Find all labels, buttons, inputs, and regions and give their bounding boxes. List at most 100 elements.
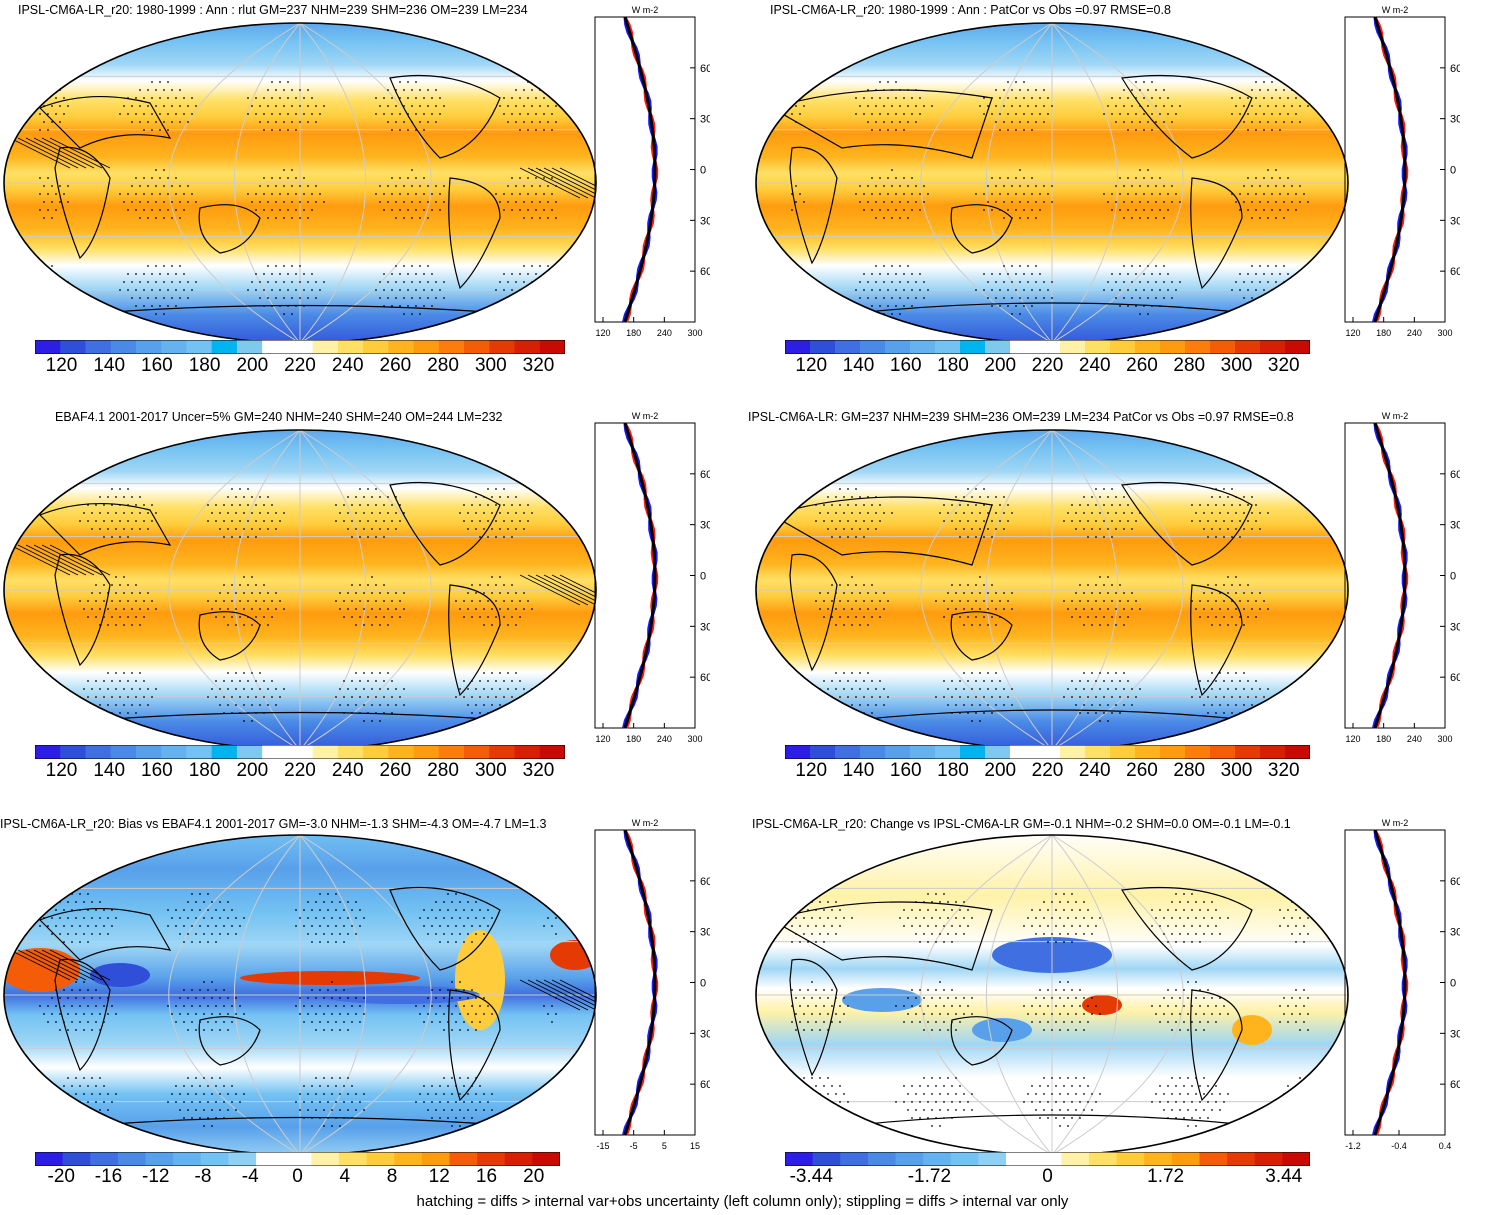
colorbar-swatch (514, 745, 541, 759)
profile-x-label: -15 (596, 1141, 609, 1151)
colorbar-4 (785, 745, 1310, 759)
profile-lat-label: 60N (1450, 876, 1460, 888)
colorbar-swatch (145, 1152, 174, 1166)
colorbar-tick-label: 320 (522, 355, 555, 376)
profile-curve (1373, 829, 1407, 1136)
map-panel-4 (755, 429, 1349, 751)
profile-x-label: 120 (595, 734, 610, 744)
colorbar-swatch (785, 745, 811, 759)
colorbar-6 (785, 1152, 1310, 1166)
colorbar-tick-label: 320 (1267, 760, 1300, 781)
coastline-africa (789, 553, 838, 672)
profile-curve (1373, 422, 1407, 729)
colorbar-swatch (960, 340, 986, 354)
profile-lat-label: 30N (1450, 520, 1460, 532)
profile-x-label: 240 (657, 328, 672, 338)
colorbar-swatch (860, 745, 886, 759)
colorbar-swatch (1035, 340, 1061, 354)
map-panel-3 (3, 429, 597, 751)
colorbar-swatch (1227, 1152, 1256, 1166)
colorbar-tick-label: 200 (984, 355, 1017, 376)
colorbar-tick-label: 120 (45, 355, 78, 376)
colorbar-swatch (885, 340, 911, 354)
profile-x-label: 300 (1437, 734, 1452, 744)
colorbar-swatch (337, 745, 364, 759)
coastline-north-america (389, 74, 501, 159)
colorbar-swatch (785, 1152, 814, 1166)
profile-curve (623, 16, 657, 323)
coastlines (770, 886, 1293, 1131)
profile-lat-label: 30S (1450, 1028, 1460, 1040)
colorbar-swatch (978, 1152, 1007, 1166)
colorbar-swatch (1282, 1152, 1310, 1166)
zonal-profile-6: W m-2 60N 30N 0 30S 60S -1.2 -0.4 0.4 (1344, 818, 1460, 1151)
profile-lat-label: 60S (1450, 672, 1460, 684)
profile-lat-label: 60N (700, 63, 710, 75)
colorbar-tick-label: 260 (379, 760, 412, 781)
colorbar-swatch (1110, 745, 1136, 759)
colorbar-2 (785, 340, 1310, 354)
coastline-australia (198, 611, 261, 661)
colorbar-5 (35, 1152, 560, 1166)
colorbar-tick-label: -8 (194, 1166, 212, 1187)
colorbar-swatch (504, 1152, 533, 1166)
colorbar-swatch (287, 340, 314, 354)
coastline-north-america (1121, 74, 1253, 159)
colorbar-swatch (236, 745, 263, 759)
colorbar-tick-label: -20 (47, 1166, 75, 1187)
colorbar-tick-label: 220 (284, 355, 316, 376)
colorbar-tick-label: 300 (1220, 760, 1253, 781)
colorbar-swatch (366, 1152, 395, 1166)
colorbar-tick-label: 20 (523, 1166, 545, 1187)
profile-x-label: 5 (662, 1141, 667, 1151)
figure-footnote: hatching = diffs > internal var+obs unce… (416, 1193, 1069, 1210)
panel-title-3: EBAF4.1 2001-2017 Uncer=5% GM=240 NHM=24… (55, 410, 503, 424)
colorbar-tick-label: 180 (937, 760, 969, 781)
colorbar-tick-label: 280 (1173, 355, 1206, 376)
profile-lat-label: 30S (700, 621, 710, 633)
colorbar-swatch (835, 340, 861, 354)
colorbar-tick-label: 260 (379, 355, 412, 376)
colorbar-tick-label: 320 (522, 760, 555, 781)
colorbar-swatch (117, 1152, 147, 1166)
colorbar-tick-label: 300 (474, 760, 507, 781)
coastline-australia (950, 611, 1013, 661)
zonal-profile-5: W m-2 60N 30N 0 30S 60S -15 -5 5 15 (594, 818, 710, 1151)
colorbar-swatch (532, 1152, 560, 1166)
colorbar-swatch (110, 745, 137, 759)
profile-x-label: 120 (595, 328, 610, 338)
colorbar-swatch (1285, 745, 1310, 759)
coastline-south-america (1190, 177, 1243, 290)
colorbar-swatch (935, 745, 961, 759)
coastline-antarctica (811, 709, 1293, 726)
colorbar-swatch (394, 1152, 423, 1166)
colorbar-swatch (935, 340, 961, 354)
coastline-australia (198, 204, 261, 254)
profile-lat-label: 0 (1450, 165, 1456, 177)
profile-lat-label: 60N (700, 469, 710, 481)
colorbar-tick-label: 160 (141, 355, 173, 376)
colorbar-swatch (338, 1152, 368, 1166)
colorbar-swatch (1254, 1152, 1283, 1166)
profile-x-label: -5 (630, 1141, 638, 1151)
colorbar-swatch (950, 1152, 979, 1166)
colorbar-swatch (1035, 745, 1061, 759)
coastline-eurasia (770, 496, 993, 566)
profile-lat-label: 60N (1450, 469, 1460, 481)
colorbar-tick-label: 140 (842, 355, 875, 376)
profile-x-label: 180 (626, 328, 641, 338)
colorbar-swatch (1010, 745, 1036, 759)
coastline-africa (54, 146, 111, 260)
colorbar-tick-label: 220 (1031, 760, 1064, 781)
profile-units: W m-2 (632, 818, 659, 828)
profile-frame (1344, 422, 1446, 729)
colorbar-tick-label: 8 (386, 1166, 398, 1187)
change-feature (972, 1018, 1032, 1042)
colorbar-tick-label: 140 (842, 760, 875, 781)
coastline-africa (54, 553, 111, 667)
profile-lat-label: 30S (1450, 621, 1460, 633)
colorbar-swatch (1185, 340, 1211, 354)
profile-x-label: 240 (657, 734, 672, 744)
colorbar-swatch (283, 1152, 312, 1166)
coastline-eurasia (38, 95, 172, 149)
